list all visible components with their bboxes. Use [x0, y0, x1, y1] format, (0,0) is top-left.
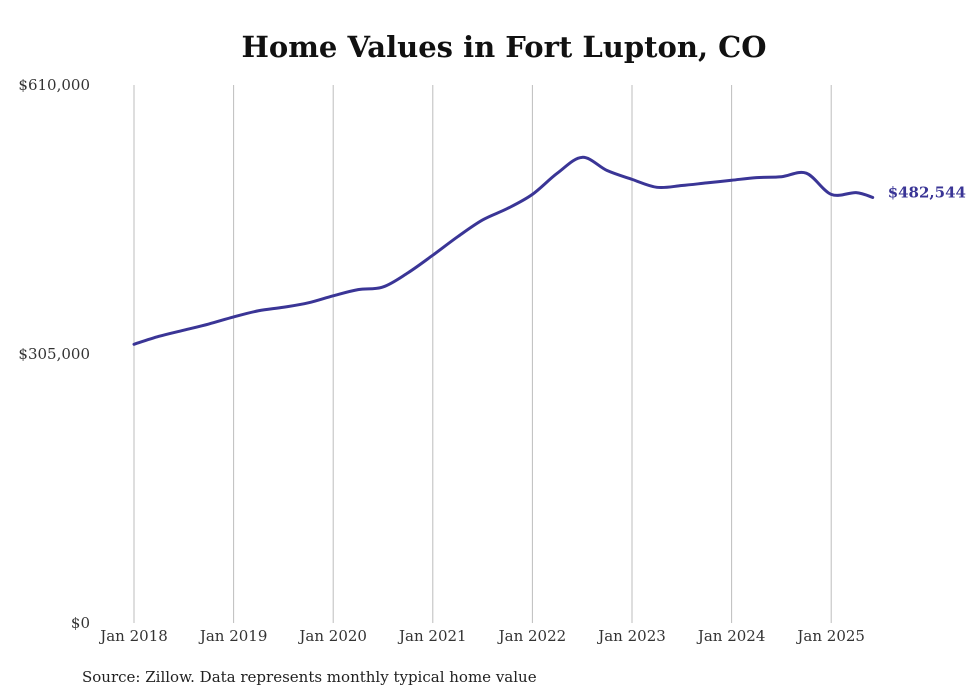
x-tick-label: Jan 2025: [795, 627, 865, 645]
x-tick-label: Jan 2021: [397, 627, 467, 645]
y-tick-label: $0: [71, 614, 90, 632]
y-tick-label: $305,000: [18, 345, 90, 363]
x-tick-label: Jan 2018: [98, 627, 168, 645]
end-value-label: $482,544: [888, 183, 966, 201]
series-layer: [132, 155, 875, 346]
y-tick-label: $610,000: [18, 76, 90, 94]
x-tick-label: Jan 2020: [297, 627, 367, 645]
chart-title: Home Values in Fort Lupton, CO: [241, 30, 767, 64]
source-note: Source: Zillow. Data represents monthly …: [82, 668, 537, 686]
x-tick-label: Jan 2022: [497, 627, 567, 645]
x-tick-label: Jan 2019: [198, 627, 268, 645]
y-axis-ticks: $0 $305,000 $610,000: [18, 76, 90, 632]
grid-lines: [133, 85, 832, 623]
x-tick-label: Jan 2023: [596, 627, 666, 645]
x-axis-ticks: Jan 2018 Jan 2019 Jan 2020 Jan 2021 Jan 2022…: [98, 627, 865, 645]
x-tick-label: Jan 2024: [696, 627, 766, 645]
series-line: [132, 155, 875, 346]
